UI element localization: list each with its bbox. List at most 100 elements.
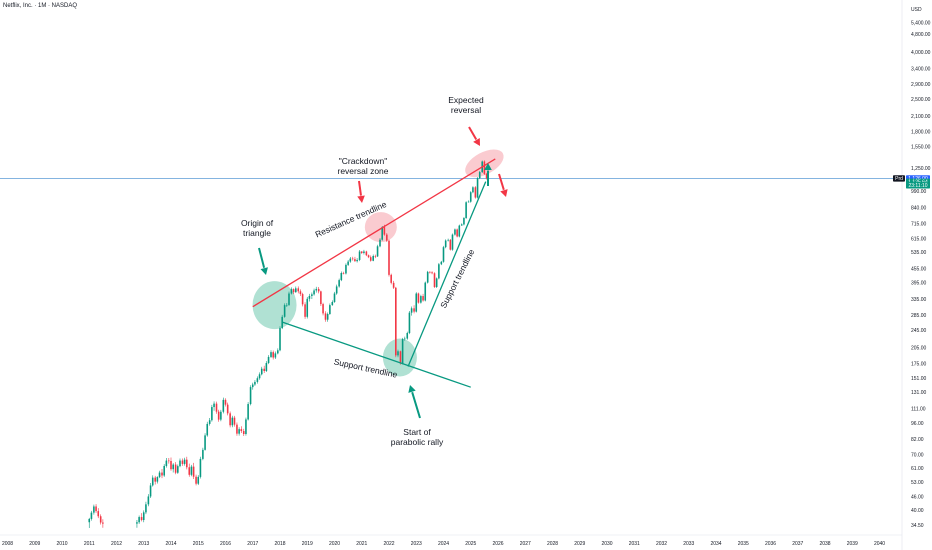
candle-body[interactable] [151,477,154,486]
candle[interactable] [315,286,318,293]
candle-body[interactable] [311,294,313,296]
candle[interactable] [431,271,433,275]
candle-body[interactable] [251,384,254,388]
candle[interactable] [433,272,436,288]
candle[interactable] [165,458,168,468]
resistance-trendline[interactable] [252,158,496,308]
candle[interactable] [367,254,370,259]
candle-body[interactable] [288,293,290,305]
candle[interactable] [426,270,429,284]
candle-body[interactable] [97,511,100,517]
candle-body[interactable] [247,404,249,420]
candle[interactable] [236,422,238,436]
candle-body[interactable] [277,350,279,354]
candle[interactable] [202,447,204,461]
candle[interactable] [454,228,456,236]
candle-body[interactable] [340,273,343,281]
candle-body[interactable] [417,293,420,303]
candle[interactable] [483,160,486,176]
candle[interactable] [333,291,336,303]
candle-body[interactable] [170,461,172,470]
candle[interactable] [222,397,225,414]
candle[interactable] [299,289,302,297]
candle[interactable] [181,458,184,466]
candle-body[interactable] [211,407,213,421]
candle-body[interactable] [342,273,345,274]
candle-body[interactable] [365,251,368,256]
candle-body[interactable] [240,429,243,432]
candle[interactable] [345,263,347,275]
candle[interactable] [360,251,363,254]
candle-body[interactable] [347,261,349,265]
candle-body[interactable] [181,460,184,464]
candle[interactable] [397,349,399,358]
candle-body[interactable] [440,261,443,265]
candle-body[interactable] [424,282,427,301]
candle[interactable] [301,292,304,307]
candle-body[interactable] [379,239,381,247]
candle[interactable] [197,475,200,486]
candle[interactable] [258,372,261,380]
candle[interactable] [140,513,143,522]
candle[interactable] [451,233,454,251]
candle-body[interactable] [329,305,331,315]
candle-body[interactable] [356,259,358,262]
candle-body[interactable] [265,363,268,372]
candle[interactable] [179,458,181,468]
candle[interactable] [95,504,97,513]
candle-body[interactable] [358,251,361,260]
candle-body[interactable] [472,187,474,193]
candle-body[interactable] [420,296,422,303]
candle-body[interactable] [258,374,261,379]
candle[interactable] [467,200,470,203]
candle-body[interactable] [272,352,274,358]
candle[interactable] [97,508,100,519]
candle-body[interactable] [267,356,270,364]
candle[interactable] [245,417,247,436]
candle[interactable] [351,256,354,261]
candle[interactable] [220,409,222,422]
candle[interactable] [388,239,390,277]
candle[interactable] [349,256,352,263]
candle-body[interactable] [433,273,436,287]
candle[interactable] [404,336,406,341]
candle[interactable] [229,411,231,428]
candle-body[interactable] [165,460,168,466]
candle-body[interactable] [335,286,338,294]
candle-body[interactable] [279,328,281,351]
candle-body[interactable] [197,476,200,484]
candle[interactable] [174,462,177,475]
candle[interactable] [308,293,311,302]
candle[interactable] [413,305,415,314]
candle-body[interactable] [217,411,220,420]
candle-body[interactable] [145,504,147,513]
candle[interactable] [424,281,427,302]
candle[interactable] [408,311,411,335]
candle-body[interactable] [183,459,186,464]
candle[interactable] [356,258,358,263]
candle-body[interactable] [186,459,188,468]
candle[interactable] [215,401,218,414]
candle[interactable] [363,249,365,255]
candle-body[interactable] [315,288,318,291]
candle[interactable] [295,286,297,293]
candle-body[interactable] [324,313,327,320]
candle-body[interactable] [202,449,204,459]
candle-body[interactable] [263,368,265,372]
candle[interactable] [463,217,465,226]
candle-body[interactable] [429,271,431,273]
candle-body[interactable] [149,485,152,497]
candle-body[interactable] [256,378,259,382]
candle-body[interactable] [292,289,295,293]
candle-body[interactable] [168,460,170,462]
candle[interactable] [306,296,309,319]
candle[interactable] [342,271,345,275]
candle[interactable] [192,462,195,480]
candle-body[interactable] [188,467,191,475]
candle[interactable] [277,348,279,355]
candle[interactable] [458,224,461,238]
candle[interactable] [317,287,320,294]
candle[interactable] [390,273,392,285]
candle[interactable] [324,311,327,322]
